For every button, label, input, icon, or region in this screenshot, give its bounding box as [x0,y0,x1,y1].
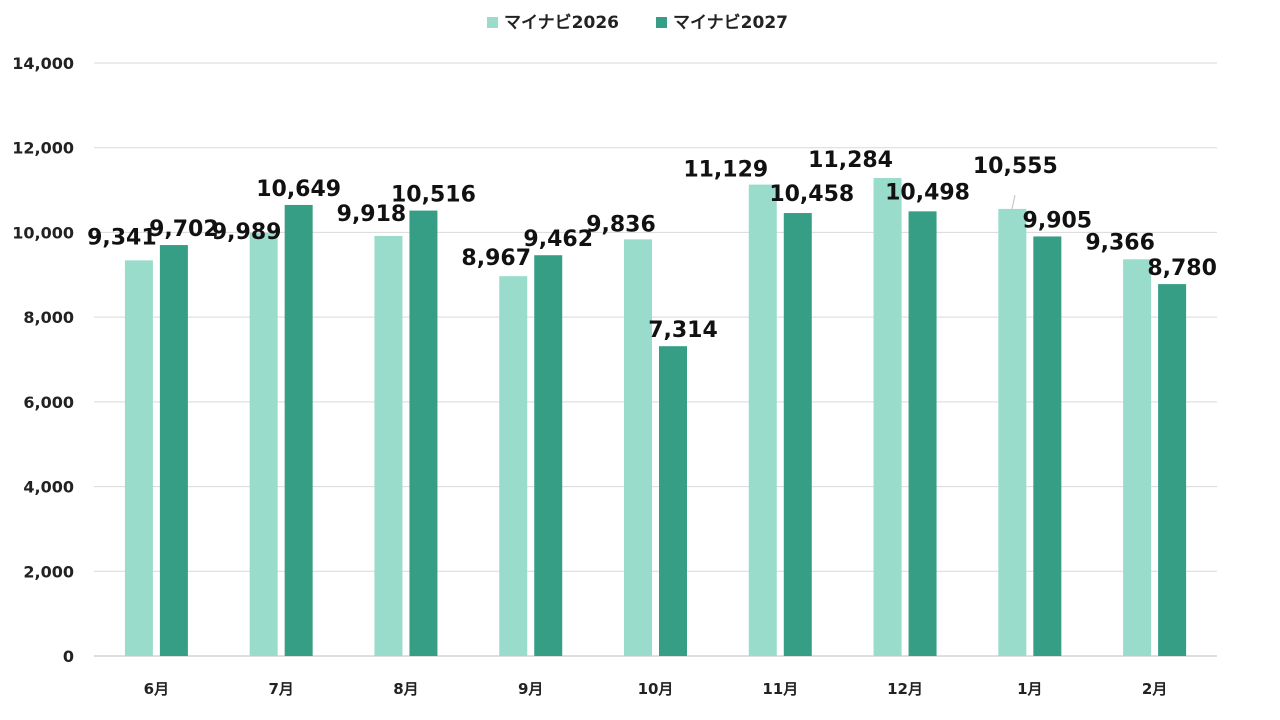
bar-2026 [249,232,278,656]
x-category-label: 12月 [887,680,923,698]
data-label-2027: 9,702 [149,217,219,242]
y-tick-label: 8,000 [23,308,74,327]
data-label-2027: 8,780 [1147,256,1217,281]
x-category-label: 10月 [638,680,674,698]
bar-2027 [783,213,812,657]
x-category-label: 9月 [518,680,543,698]
x-category-label: 7月 [268,680,293,698]
data-label-2026: 9,989 [212,220,282,245]
data-label-2027: 10,516 [391,183,476,208]
bar-2027 [534,255,563,656]
data-label-2026: 11,284 [808,148,893,173]
y-tick-label: 0 [63,647,74,666]
data-label-2027: 10,649 [256,177,341,202]
data-label-2027: 7,314 [648,318,718,343]
gridlines [94,62,1217,657]
x-category-label: 2月 [1142,680,1167,698]
bar-2026 [1123,259,1152,656]
data-label-2027: 9,905 [1023,208,1093,233]
legend-swatch-2026 [487,17,498,28]
data-label-2027: 10,458 [769,182,854,207]
y-tick-label: 10,000 [12,223,74,242]
x-category-label: 1月 [1017,680,1042,698]
bar-2026 [624,239,652,657]
data-label-2026: 9,366 [1085,230,1155,255]
bar-2026 [374,235,403,656]
chart-legend: マイナビ2026 マイナビ2027 [487,13,788,33]
bar-2027 [409,210,438,657]
bar-2027 [284,204,313,656]
bar-2027 [159,245,188,656]
bar-2026 [499,276,528,656]
leader-line [1011,194,1016,210]
x-category-label: 6月 [144,680,169,698]
legend-swatch-2027 [656,17,667,28]
x-category-label: 11月 [762,680,798,698]
data-label-2026: 9,341 [87,225,157,250]
data-label-2027: 9,462 [523,227,593,252]
data-label-2026: 9,836 [586,212,656,237]
data-label-2027: 10,498 [885,180,970,205]
bar-2027 [659,346,687,656]
bar-2026 [998,208,1027,657]
data-label-2026: 10,555 [973,154,1058,179]
y-tick-label: 14,000 [12,54,74,73]
bars [124,178,1187,657]
data-label-2026: 11,129 [683,158,768,183]
y-tick-label: 4,000 [23,478,74,497]
bar-2026 [124,260,153,656]
bar-2027 [908,211,937,656]
legend-label-2026: マイナビ2026 [504,13,619,33]
bar-2027 [1158,284,1187,656]
y-axis: 0 2,000 4,000 6,000 8,000 10,000 12,000 14,000 [12,54,74,666]
x-axis: 6月 7月 8月 9月 10月 11月 12月 1月 2月 [144,680,1168,698]
y-tick-label: 12,000 [12,139,74,158]
bar-2027 [1033,236,1062,656]
x-category-label: 8月 [393,680,418,698]
data-label-2026: 9,918 [337,202,407,227]
bar-2026 [873,178,902,657]
legend-label-2027: マイナビ2027 [673,13,788,33]
y-tick-label: 2,000 [23,562,74,581]
y-tick-label: 6,000 [23,393,74,412]
bar-2026 [748,184,777,656]
data-label-2026: 8,967 [461,246,531,271]
